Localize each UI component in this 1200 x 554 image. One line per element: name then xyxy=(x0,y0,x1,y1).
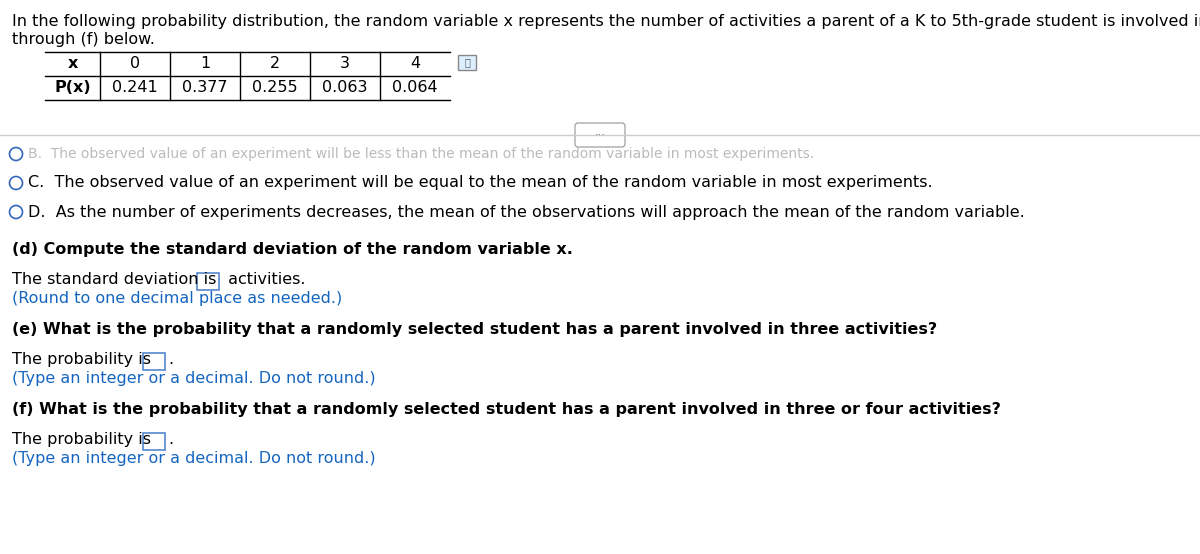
FancyBboxPatch shape xyxy=(575,123,625,147)
Text: 0: 0 xyxy=(130,57,140,71)
Text: The probability is: The probability is xyxy=(12,352,156,367)
Text: P(x): P(x) xyxy=(54,80,91,95)
Text: x: x xyxy=(67,57,78,71)
Text: (Round to one decimal place as needed.): (Round to one decimal place as needed.) xyxy=(12,291,342,306)
Text: .: . xyxy=(168,352,173,367)
Text: 4: 4 xyxy=(410,57,420,71)
Text: The standard deviation is: The standard deviation is xyxy=(12,272,222,287)
Text: (f) What is the probability that a randomly selected student has a parent involv: (f) What is the probability that a rando… xyxy=(12,402,1001,417)
Text: ···: ··· xyxy=(594,130,606,140)
Text: C.  The observed value of an experiment will be equal to the mean of the random : C. The observed value of an experiment w… xyxy=(28,176,932,191)
Text: 0.063: 0.063 xyxy=(323,80,367,95)
Text: D.  As the number of experiments decreases, the mean of the observations will ap: D. As the number of experiments decrease… xyxy=(28,204,1025,219)
Text: The probability is: The probability is xyxy=(12,432,156,447)
Text: 3: 3 xyxy=(340,57,350,71)
FancyBboxPatch shape xyxy=(458,55,476,70)
Text: (e) What is the probability that a randomly selected student has a parent involv: (e) What is the probability that a rando… xyxy=(12,322,937,337)
Text: 1: 1 xyxy=(200,57,210,71)
Text: through (f) below.: through (f) below. xyxy=(12,32,155,47)
Text: (Type an integer or a decimal. Do not round.): (Type an integer or a decimal. Do not ro… xyxy=(12,371,376,386)
Text: (Type an integer or a decimal. Do not round.): (Type an integer or a decimal. Do not ro… xyxy=(12,451,376,466)
FancyBboxPatch shape xyxy=(197,273,220,290)
Text: 0.064: 0.064 xyxy=(392,80,438,95)
Text: 0.241: 0.241 xyxy=(112,80,158,95)
Text: 2: 2 xyxy=(270,57,280,71)
Text: B.  The observed value of an experiment will be less than the mean of the random: B. The observed value of an experiment w… xyxy=(28,147,814,161)
Text: 0.377: 0.377 xyxy=(182,80,228,95)
Text: .: . xyxy=(168,432,173,447)
Text: activities.: activities. xyxy=(223,272,306,287)
Text: 0.255: 0.255 xyxy=(252,80,298,95)
Text: (d) Compute the standard deviation of the random variable x.: (d) Compute the standard deviation of th… xyxy=(12,242,572,257)
Text: In the following probability distribution, the random variable x represents the : In the following probability distributio… xyxy=(12,14,1200,29)
FancyBboxPatch shape xyxy=(143,353,166,370)
FancyBboxPatch shape xyxy=(143,433,166,450)
Text: ⤢: ⤢ xyxy=(464,58,470,68)
